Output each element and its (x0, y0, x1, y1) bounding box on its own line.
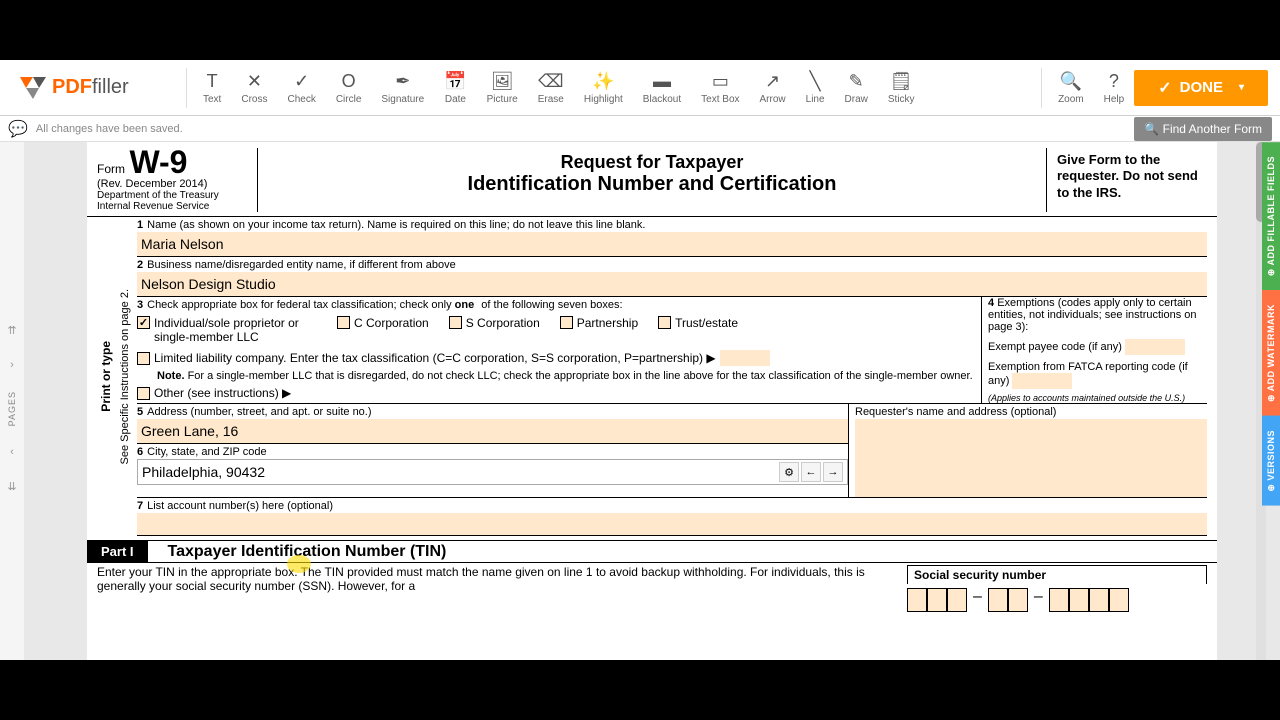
pdf-page: Form W-9 (Rev. December 2014) Department… (87, 142, 1217, 660)
tool-picture[interactable]: 🖼Picture (477, 66, 528, 109)
part1-header: Part I Taxpayer Identification Number (T… (87, 540, 1217, 563)
requester-input[interactable] (855, 419, 1207, 497)
done-button[interactable]: DONE (1134, 70, 1268, 106)
tool-sticky[interactable]: 🗒Sticky (878, 66, 925, 109)
requester-label: Requester's name and address (optional) (855, 404, 1207, 419)
tool-signature[interactable]: ✒Signature (371, 66, 434, 109)
cb-individual-label: Individual/sole proprietor or single-mem… (154, 316, 317, 344)
right-tools: 🔍Zoom?Help (1048, 66, 1134, 109)
logo[interactable]: PDFfiller (0, 76, 180, 99)
cb-ccorp[interactable] (337, 316, 350, 329)
cb-partnership-label: Partnership (577, 316, 638, 330)
cb-partnership[interactable] (560, 316, 573, 329)
tool-text[interactable]: TText (193, 66, 231, 109)
exempt1-label: Exempt payee code (if any) (988, 341, 1122, 353)
logo-icon (20, 77, 46, 99)
page-nav: ⇈ › PAGES ‹ ⇊ (0, 142, 24, 660)
side-tabs: ⊕ ADD FILLABLE FIELDS⊕ ADD WATERMARK⊕ VE… (1262, 142, 1280, 506)
exempt-note: (Applies to accounts maintained outside … (988, 393, 1207, 403)
field-settings-icon[interactable]: ⚙ (779, 462, 799, 482)
form-title2: Identification Number and Certification (258, 173, 1046, 196)
exempt2-input[interactable] (1012, 373, 1072, 389)
cb-individual[interactable] (137, 316, 150, 329)
side-tab-green[interactable]: ⊕ ADD FILLABLE FIELDS (1262, 142, 1280, 290)
main-toolbar: PDFfiller TText✕Cross✓CheckOCircle✒Signa… (0, 60, 1280, 116)
cb-ccorp-label: C Corporation (354, 316, 429, 330)
llc-label: Limited liability company. Enter the tax… (154, 351, 716, 365)
ssn-cell[interactable] (907, 588, 927, 612)
nav-up[interactable]: › (8, 357, 16, 373)
line7-label: List account number(s) here (optional) (147, 500, 333, 512)
form-dept1: Department of the Treasury (97, 190, 257, 201)
print-type-label: Print or type (97, 339, 117, 414)
see-instructions-label: See Specific Instructions on page 2. (117, 287, 137, 467)
find-form-button[interactable]: Find Another Form (1134, 117, 1272, 141)
form-title1: Request for Taxpayer (258, 152, 1046, 173)
nav-pages-label: PAGES (7, 391, 17, 426)
line6-input[interactable]: Philadelphia, 90432 ⚙ ← → (137, 459, 848, 485)
cb-scorp[interactable] (449, 316, 462, 329)
cb-scorp-label: S Corporation (466, 316, 540, 330)
tool-erase[interactable]: ⌫Erase (528, 66, 574, 109)
side-tab-red[interactable]: ⊕ ADD WATERMARK (1262, 290, 1280, 416)
line6-label: City, state, and ZIP code (147, 446, 266, 458)
side-tab-blue[interactable]: ⊕ VERSIONS (1262, 416, 1280, 506)
form-w9: W-9 (129, 144, 187, 180)
tool-date[interactable]: 📅Date (434, 66, 476, 109)
tool-buttons: TText✕Cross✓CheckOCircle✒Signature📅Date🖼… (193, 66, 1035, 109)
form-header: Form W-9 (Rev. December 2014) Department… (87, 148, 1217, 217)
nav-down-double[interactable]: ⇊ (5, 478, 18, 495)
llc-class-input[interactable] (720, 350, 770, 366)
line1-input[interactable]: Maria Nelson (137, 232, 1207, 256)
comment-icon: 💬 (8, 119, 28, 139)
status-text: All changes have been saved. (36, 123, 183, 135)
content-area: ⇈ › PAGES ‹ ⇊ Form W-9 (Rev. December 20… (0, 142, 1280, 660)
line3-label: Check appropriate box for federal tax cl… (147, 299, 622, 311)
line2-input[interactable]: Nelson Design Studio (137, 272, 1207, 296)
logo-filler-text: filler (92, 76, 129, 99)
other-label: Other (see instructions) ▶ (154, 386, 291, 400)
field-prev-icon[interactable]: ← (801, 462, 821, 482)
tool-line[interactable]: ╲Line (796, 66, 835, 109)
logo-pdf-text: PDF (52, 76, 92, 99)
line2-label: Business name/disregarded entity name, i… (147, 259, 456, 271)
app-window: PDFfiller TText✕Cross✓CheckOCircle✒Signa… (0, 60, 1280, 660)
cb-trust[interactable] (658, 316, 671, 329)
cb-trust-label: Trust/estate (675, 316, 738, 330)
nav-up-double[interactable]: ⇈ (5, 322, 18, 339)
tool-zoom[interactable]: 🔍Zoom (1048, 66, 1094, 109)
line5-label: Address (number, street, and apt. or sui… (147, 406, 371, 418)
cb-other[interactable] (137, 387, 150, 400)
form-dept2: Internal Revenue Service (97, 201, 257, 212)
tool-check[interactable]: ✓Check (277, 66, 325, 109)
form-rev: (Rev. December 2014) (97, 178, 257, 190)
part1-label: Part I (87, 541, 148, 562)
nav-down[interactable]: ‹ (8, 444, 16, 460)
note-text: For a single-member LLC that is disregar… (188, 370, 973, 382)
line5-input[interactable]: Green Lane, 16 (137, 419, 848, 443)
line7-input[interactable] (137, 513, 1207, 535)
form-give-text: Give Form to the requester. Do not send … (1057, 152, 1207, 201)
part1-text: Enter your TIN in the appropriate box. T… (97, 565, 907, 616)
form-label: Form (97, 162, 125, 176)
tool-circle[interactable]: OCircle (326, 66, 372, 109)
tool-cross[interactable]: ✕Cross (231, 66, 277, 109)
ssn-label: Social security number (907, 565, 1207, 584)
cb-llc[interactable] (137, 352, 150, 365)
line4-label: Exemptions (codes apply only to certain … (988, 297, 1197, 333)
form-body: Print or type See Specific Instructions … (87, 217, 1217, 536)
tool-help[interactable]: ?Help (1094, 66, 1135, 109)
highlight-marker (287, 555, 311, 573)
tool-text-box[interactable]: ▭Text Box (691, 66, 749, 109)
ssn-fields: – – (907, 584, 1207, 616)
field-next-icon[interactable]: → (823, 462, 843, 482)
line1-label: Name (as shown on your income tax return… (147, 219, 645, 231)
exempt1-input[interactable] (1125, 339, 1185, 355)
tool-arrow[interactable]: ↗Arrow (750, 66, 796, 109)
tool-highlight[interactable]: ✨Highlight (574, 66, 633, 109)
tool-draw[interactable]: ✎Draw (835, 66, 878, 109)
tool-blackout[interactable]: ▬Blackout (633, 66, 691, 109)
status-bar: 💬 All changes have been saved. Find Anot… (0, 116, 1280, 142)
page-viewport: Form W-9 (Rev. December 2014) Department… (24, 142, 1280, 660)
